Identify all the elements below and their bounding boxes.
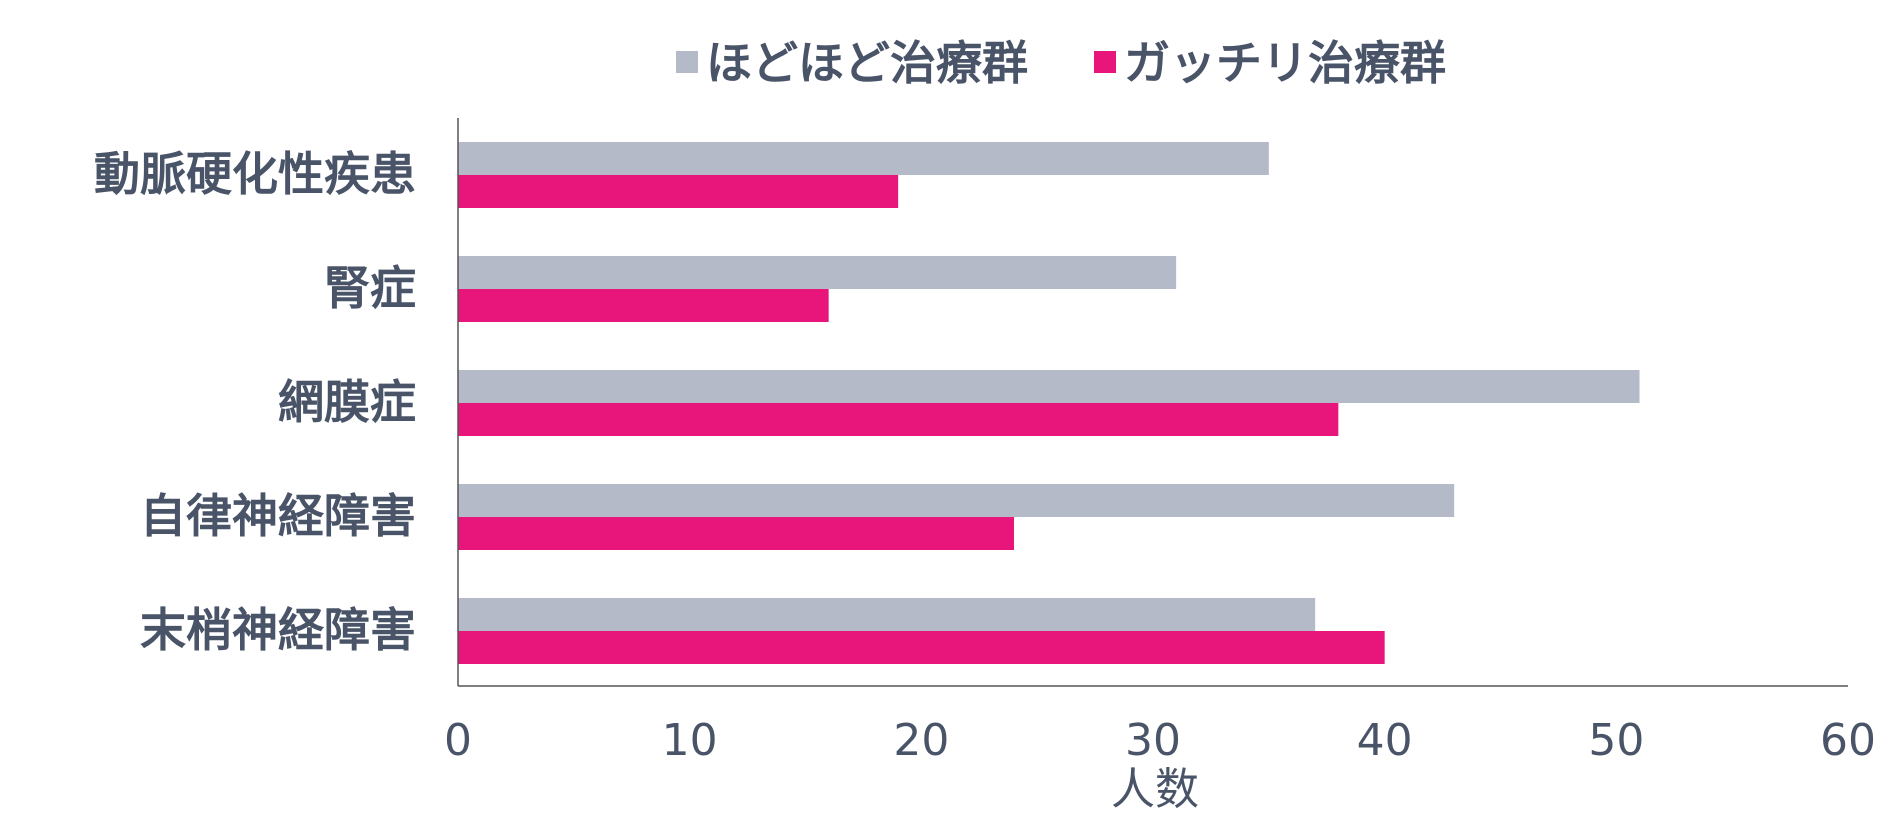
legend-label: ほどほど治療群 — [706, 36, 1028, 90]
x-tick-label: 60 — [1820, 715, 1876, 766]
chart-legend: ほどほど治療群 ガッチリ治療群 — [676, 36, 1446, 90]
bar-intensive-0 — [458, 175, 899, 208]
bar-intensive-4 — [458, 631, 1385, 664]
x-tick-labels: 0 10 20 30 40 50 60 — [444, 715, 1876, 766]
category-label: 動脈硬化性疾患 — [94, 147, 416, 201]
category-label: 網膜症 — [278, 375, 416, 429]
bar-moderate-2 — [458, 370, 1640, 403]
legend-label: ガッチリ治療群 — [1124, 36, 1446, 90]
bar-intensive-2 — [458, 403, 1339, 436]
bar-moderate-3 — [458, 484, 1455, 517]
chart-bars — [458, 142, 1640, 664]
bar-intensive-1 — [458, 289, 829, 322]
legend-swatch — [676, 51, 698, 73]
bar-intensive-3 — [458, 517, 1014, 550]
x-tick-label: 50 — [1588, 715, 1644, 766]
chart-axes — [457, 118, 1848, 687]
bar-moderate-1 — [458, 256, 1177, 289]
category-label: 末梢神経障害 — [140, 603, 416, 657]
x-tick-label: 0 — [444, 715, 472, 766]
bar-moderate-0 — [458, 142, 1269, 175]
x-tick-label: 10 — [662, 715, 718, 766]
x-axis-title: 人数 — [1111, 764, 1199, 815]
category-label: 自律神経障害 — [140, 489, 416, 543]
bar-moderate-4 — [458, 598, 1316, 631]
category-label: 腎症 — [324, 261, 416, 315]
legend-swatch — [1094, 51, 1116, 73]
x-tick-label: 20 — [893, 715, 949, 766]
x-tick-label: 30 — [1125, 715, 1181, 766]
x-tick-label: 40 — [1357, 715, 1413, 766]
